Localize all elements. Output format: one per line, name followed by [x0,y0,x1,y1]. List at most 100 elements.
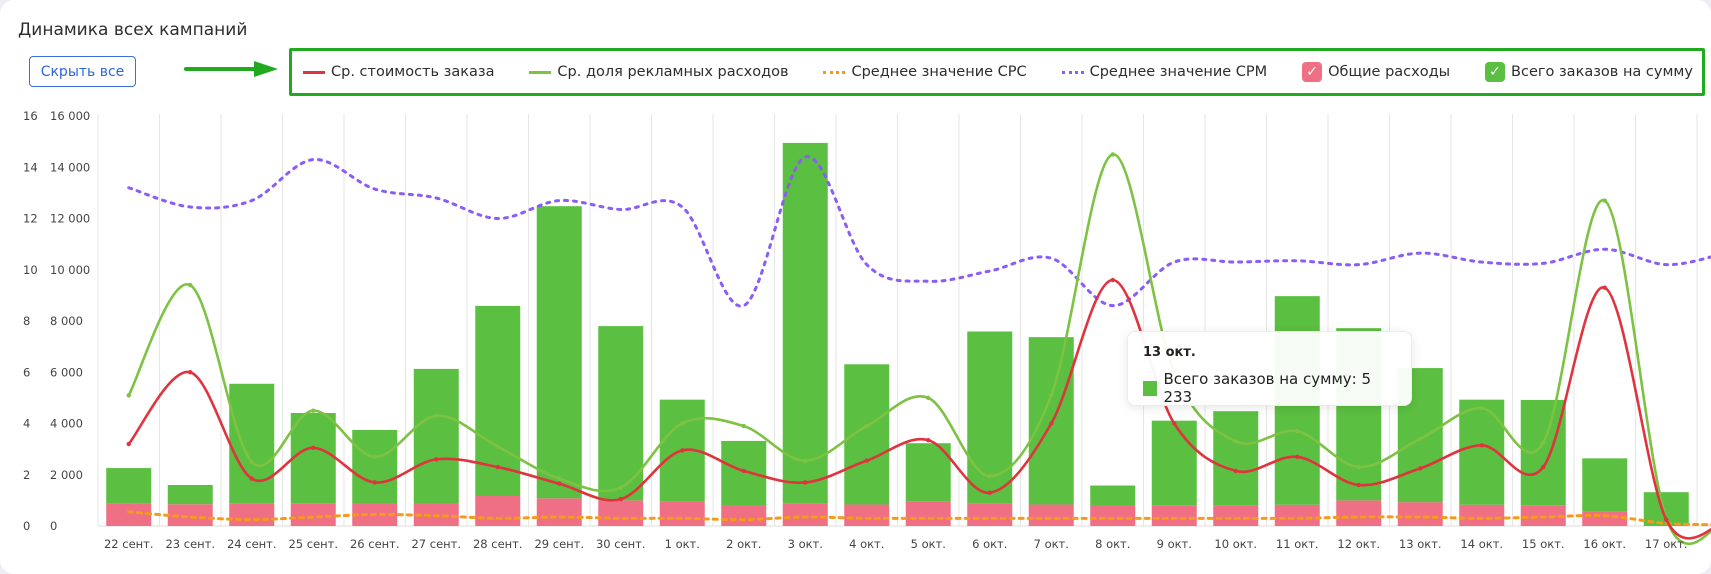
chart-title: Динамика всех кампаний [18,20,248,40]
line-point [803,458,808,463]
checkbox-checked-icon[interactable]: ✓ [1302,62,1323,82]
x-tick-label: 4 окт. [849,537,884,551]
x-tick-label: 5 окт. [911,537,946,551]
bar-total-orders [1213,411,1259,506]
bar-total-spend [1151,505,1197,526]
line-point [1356,464,1361,470]
bar-total-spend [229,503,275,526]
bar-total-spend [1090,504,1136,526]
bar-total-spend [475,496,521,526]
x-tick-label: 23 сент. [165,537,215,551]
line-point [311,445,316,451]
line-point [618,496,623,502]
legend: Ср. стоимость заказа Ср. доля рекламных … [289,48,1705,96]
checkbox-checked-icon[interactable]: ✓ [1485,62,1506,82]
bar-total-spend [106,503,152,526]
y-right-tick-label: 6 000 [50,365,83,379]
line-point [618,485,623,490]
y-right-tick-label: 16 000 [50,109,90,123]
y-left-tick-label: 4 [23,417,30,431]
bar-total-spend [536,498,582,526]
line-point [1049,421,1054,426]
bar-total-orders [106,468,152,504]
legend-item-total-orders[interactable]: ✓ Всего заказов на сумму [1485,62,1693,82]
y-right-tick-label: 10 000 [50,263,90,277]
line-point [987,473,992,479]
y-left-tick-label: 2 [23,468,30,482]
legend-label: Всего заказов на сумму [1511,64,1693,80]
x-tick-label: 9 окт. [1157,537,1192,551]
bar-total-orders [536,206,582,499]
line-point [1233,439,1238,444]
x-tick-label: 26 сент. [350,537,400,551]
x-tick-label: 16 окт. [1583,537,1626,551]
legend-item-total-spend[interactable]: ✓ Общие расходы [1302,62,1450,82]
bar-total-orders [844,364,890,505]
x-tick-label: 11 окт. [1276,537,1319,551]
line-point [680,421,685,426]
line-point [188,282,193,288]
y-right-tick-label: 14 000 [50,160,90,174]
x-tick-label: 6 окт. [972,537,1007,551]
line-point [1479,405,1484,411]
y-right-tick-label: 12 000 [50,212,90,226]
bar-total-orders [290,412,336,504]
bar-total-spend [598,500,644,526]
bar-total-spend [1582,511,1628,526]
x-tick-label: 3 окт. [788,537,823,551]
line-point [864,423,869,429]
line-point [1295,454,1300,460]
bar-total-spend [1213,505,1259,526]
series-swatch-icon [1143,380,1158,396]
hide-all-button[interactable]: Скрыть все [29,56,136,87]
y-left-tick-label: 6 [23,365,30,379]
bar-total-orders [598,326,644,501]
legend-label: Среднее значение CPC [851,64,1027,80]
line-point [1541,440,1546,445]
dotted-line-swatch-icon [1061,70,1084,74]
bar-total-spend [290,503,336,526]
line-point [434,413,439,419]
line-point [188,370,193,375]
legend-item-cpm[interactable]: Среднее значение CPM [1061,64,1267,80]
arrow-right-icon [184,61,278,77]
line-point [249,476,254,481]
bar-total-orders [1090,485,1136,505]
y-right-tick-label: 4 000 [50,417,83,431]
y-left-tick-label: 12 [23,212,38,226]
x-tick-label: 30 сент. [596,537,646,551]
line-point [1356,482,1361,488]
bar-total-spend [1028,504,1074,526]
bar-total-spend [659,501,705,526]
x-tick-label: 10 окт. [1214,537,1257,551]
x-tick-label: 1 окт. [665,537,700,551]
line-point [803,480,808,485]
line-point [1295,428,1300,434]
bar-total-spend [1459,504,1505,526]
line-point [557,476,562,481]
dotted-line-swatch-icon [823,70,846,74]
line-point [741,423,746,429]
line-point [372,480,377,485]
line-swatch-icon [529,70,552,74]
legend-item-ad-share[interactable]: Ср. доля рекламных расходов [529,64,789,80]
line-point [1110,277,1115,283]
bar-total-orders [413,368,459,504]
line-point [1602,285,1607,290]
tooltip-row: Всего заказов на сумму: 5 233 [1143,370,1396,406]
line-point [1110,152,1115,157]
x-tick-label: 2 окт. [726,537,761,551]
line-point [1418,466,1423,471]
legend-item-cpc[interactable]: Среднее значение CPC [823,64,1027,80]
line-point [1602,198,1607,203]
line-point [495,464,500,470]
line-point [1049,393,1054,398]
line-point [1418,436,1423,442]
x-tick-label: 27 сент. [411,537,461,551]
line-point [1233,468,1238,474]
legend-item-order-cost[interactable]: Ср. стоимость заказа [303,64,494,80]
x-tick-label: 29 сент. [534,537,584,551]
line-point [126,441,131,447]
